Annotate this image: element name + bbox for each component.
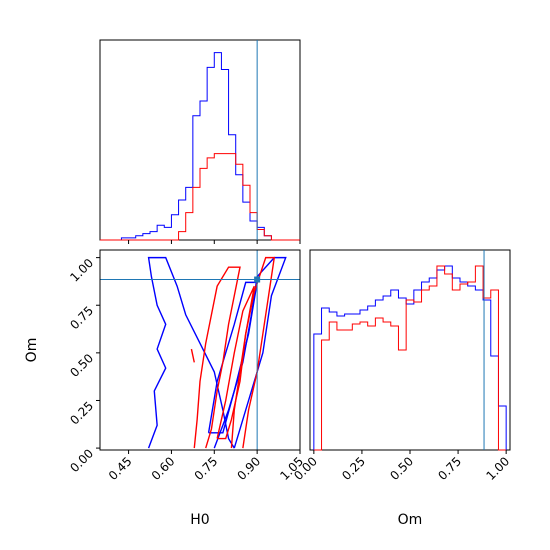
contour-lines — [147, 256, 287, 449]
om-y-tick-label: 0.75 — [67, 303, 96, 332]
h0-x-tick-label: 0.60 — [149, 454, 178, 483]
h0-histogram-series-blue — [100, 52, 300, 241]
x-axis-label-h0: H0 — [190, 512, 209, 528]
om-histogram-frame — [309, 249, 511, 451]
h0-x-tick-label: 0.45 — [106, 454, 135, 483]
om-y-tick-label: 0.50 — [67, 351, 96, 380]
om-y-tick-label: 0.25 — [67, 399, 96, 428]
h0-x-tick-label: 0.90 — [234, 454, 263, 483]
h0-histogram-panel — [99, 39, 301, 244]
om-histogram-series-blue — [313, 265, 507, 450]
h0-histogram-series-red — [100, 153, 300, 241]
truth-marker — [254, 276, 261, 283]
om-histogram-panel: 0.00 0.25 0.50 0.75 1.00 — [291, 249, 512, 483]
h0-om-contour-panel: 0.45 0.60 0.75 0.90 1.050.000.250.500.751.00 — [67, 249, 306, 483]
h0-histogram-frame — [99, 39, 301, 241]
contour-red — [193, 266, 241, 449]
om-x-tick-label: 1.00 — [483, 454, 512, 483]
om-x-tick-label: 0.75 — [435, 454, 464, 483]
om-x-tick-label: 0.50 — [387, 454, 416, 483]
contour-frame — [99, 249, 301, 451]
h0-x-tick-label: 0.75 — [192, 454, 221, 483]
y-axis-label-om: Om — [24, 338, 40, 363]
contour-red — [230, 256, 276, 449]
om-x-tick-label: 0.25 — [339, 454, 368, 483]
om-histogram-series-red — [313, 265, 507, 451]
om-y-tick-label: 0.00 — [67, 446, 96, 475]
x-axis-label-om: Om — [398, 512, 423, 528]
contour-red — [190, 348, 195, 363]
om-y-tick-label: 1.00 — [67, 256, 96, 285]
contour-red — [216, 285, 255, 440]
